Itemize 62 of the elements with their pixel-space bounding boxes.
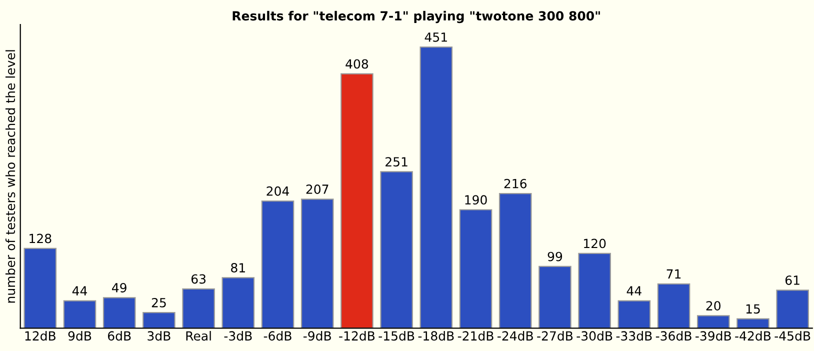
x-tick-label: -18dB [418, 330, 454, 341]
x-tick-label: -12dB [339, 330, 375, 341]
bar [24, 248, 57, 328]
data-label: 190 [465, 195, 487, 205]
bar [300, 198, 334, 328]
data-label: 251 [386, 157, 408, 167]
bar [142, 312, 176, 328]
x-tick-label: -42dB [735, 330, 771, 341]
x-tick-label: -6dB [264, 330, 292, 341]
bar [63, 300, 96, 328]
x-tick-label: 12dB [25, 330, 56, 341]
bar [420, 46, 453, 328]
x-tick-label: -9dB [303, 330, 331, 341]
y-axis-title: number of testers who reached the level [5, 50, 16, 303]
bar [182, 288, 215, 328]
x-tick-label: -45dB [774, 330, 810, 341]
x-tick-label: -39dB [696, 330, 731, 341]
data-label: 25 [152, 298, 166, 308]
data-label: 204 [266, 186, 289, 196]
x-tick-label: Real [186, 330, 211, 341]
data-label: 20 [706, 301, 720, 311]
data-label: 451 [424, 32, 447, 42]
bar [340, 73, 374, 328]
data-label: 15 [746, 304, 760, 314]
bar [578, 252, 611, 328]
bar [102, 297, 136, 328]
x-tick-label: -36dB [656, 330, 692, 341]
bar [222, 277, 255, 328]
bar [380, 171, 413, 328]
x-tick-label: -30dB [576, 330, 612, 341]
data-label: 120 [584, 238, 606, 248]
x-tick-label: 9dB [68, 330, 92, 341]
bar [538, 266, 572, 328]
chart-title: Results for "telecom 7-1" playing "twotone 300 800" [232, 10, 600, 24]
bar [657, 283, 690, 328]
x-tick-label: -33dB [616, 330, 652, 341]
bar [459, 209, 492, 328]
bar [776, 290, 809, 328]
data-label: 408 [346, 59, 368, 69]
data-label: 61 [785, 276, 800, 285]
data-label: 216 [504, 178, 527, 188]
data-label: 63 [191, 274, 206, 284]
x-tick-label: -3dB [224, 330, 252, 341]
bar [696, 315, 730, 328]
bar [618, 300, 651, 328]
x-tick-label: -27dB [537, 330, 573, 341]
data-label: 99 [548, 252, 562, 262]
x-tick-label: 6dB [108, 330, 131, 341]
x-tick-label: -24dB [498, 330, 533, 341]
x-tick-label: 3dB [148, 330, 170, 341]
data-label: 44 [626, 286, 642, 296]
bar [261, 200, 294, 328]
bar [498, 192, 532, 328]
data-label: 49 [112, 282, 126, 292]
x-tick-label: -21dB [458, 330, 494, 341]
data-label: 44 [72, 286, 88, 296]
data-label: 207 [306, 184, 328, 194]
data-label: 81 [231, 263, 245, 272]
x-tick-label: -15dB [378, 330, 414, 341]
data-label: 71 [666, 269, 681, 279]
bar [736, 318, 770, 328]
data-label: 128 [30, 234, 52, 244]
